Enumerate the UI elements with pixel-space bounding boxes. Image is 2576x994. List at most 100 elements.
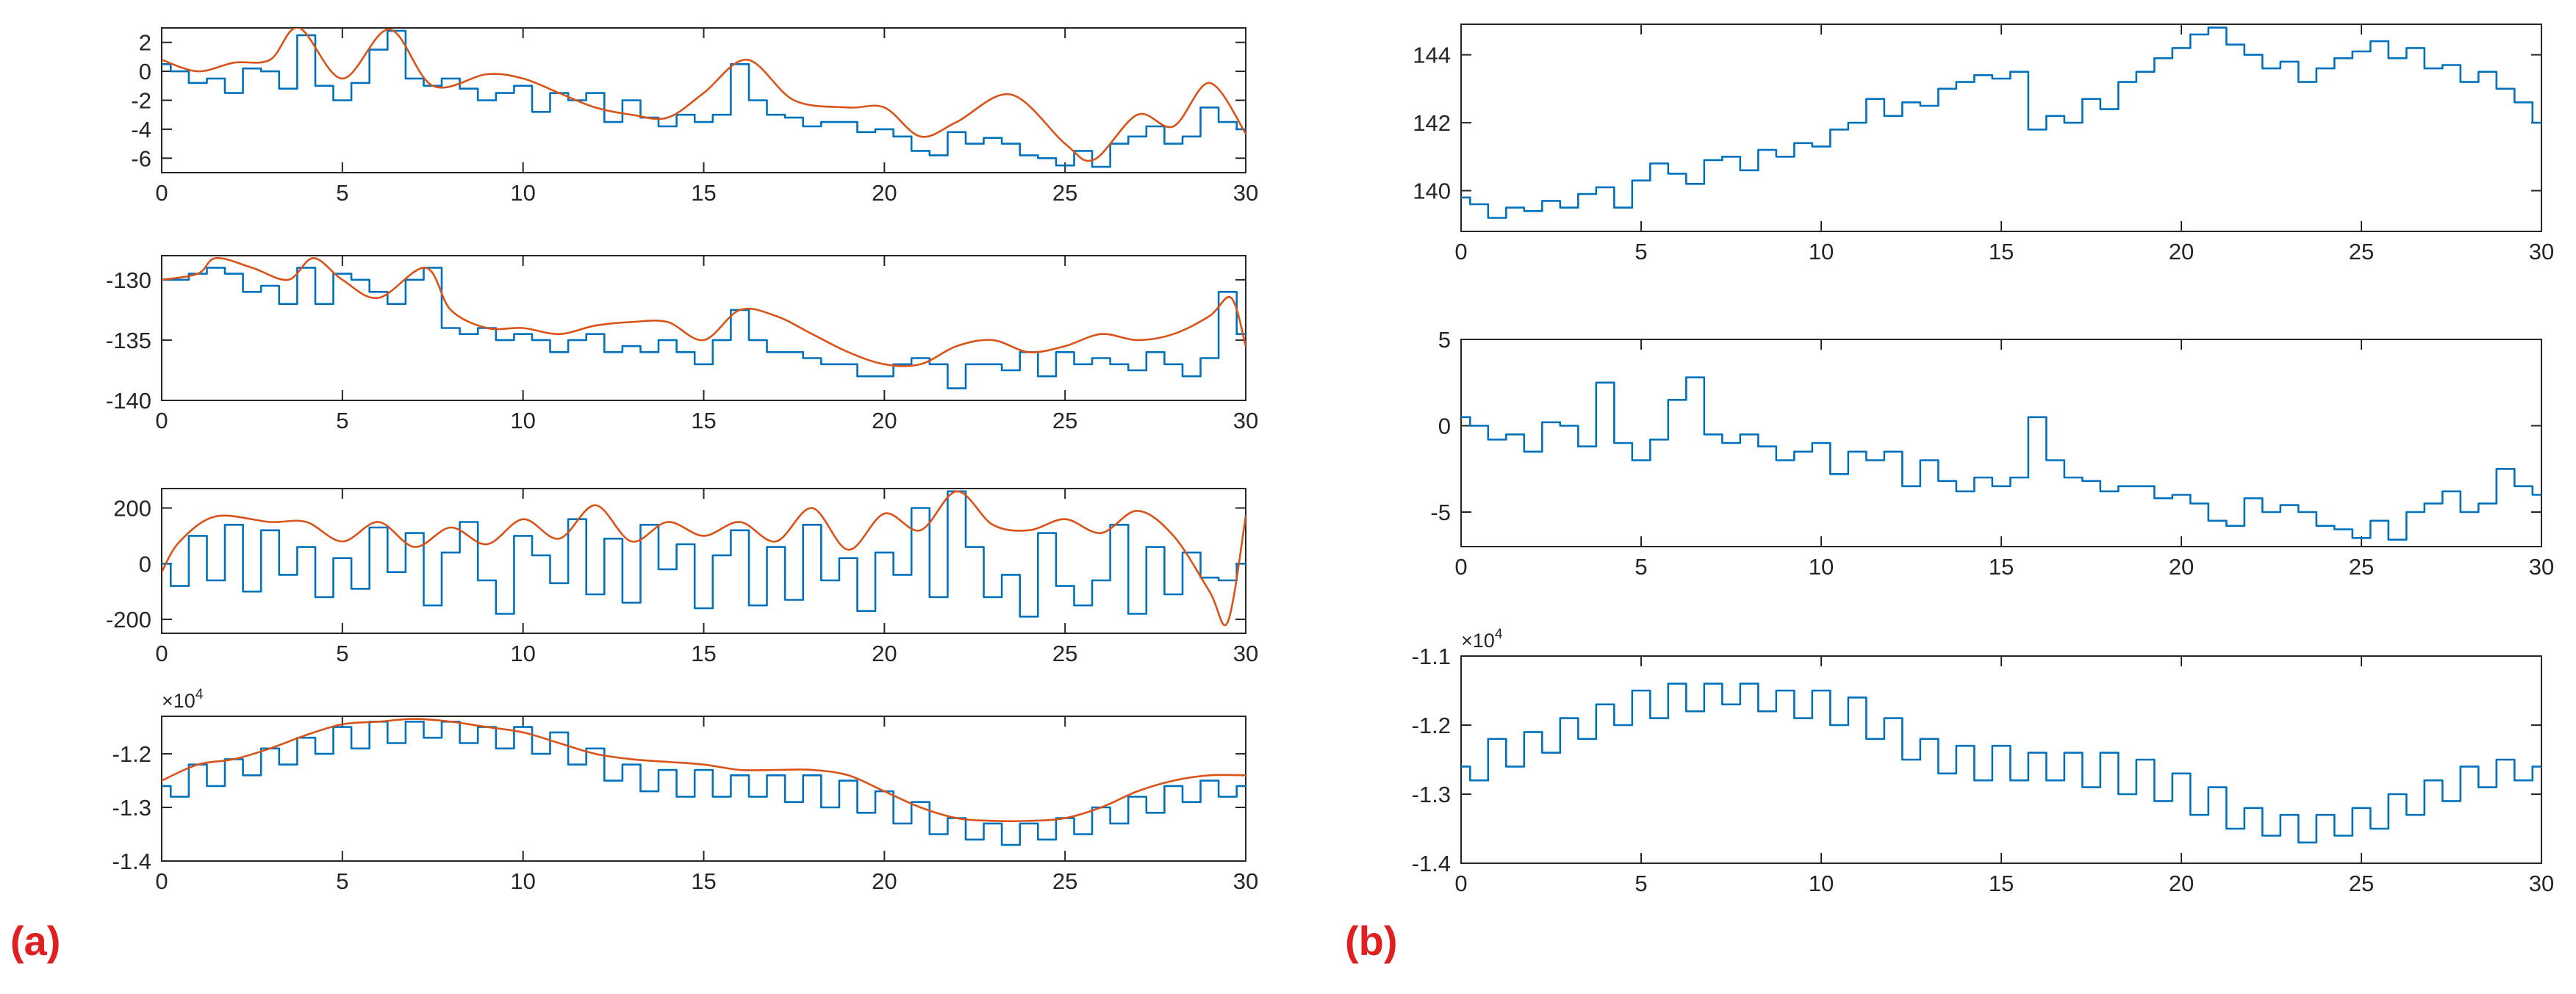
subplot-b3: 0 5 10 15 20 25 30 -1.1 -1.2 -1.3 -1.4 ×104 (1412, 627, 2555, 896)
series-signal-line (1461, 376, 2541, 541)
y-tick-label: -2 (131, 88, 151, 114)
subplot-a2: 0 5 10 15 20 25 30 -130 -135 -140 (106, 255, 1258, 433)
y-tick-label: 140 (1413, 179, 1451, 204)
axes-frame (161, 488, 1246, 634)
y-tick-label: 0 (139, 551, 151, 577)
y-tick-label: 142 (1413, 110, 1451, 136)
x-tick-label: 0 (1454, 239, 1467, 264)
subplot-a4: 0 5 10 15 20 25 30 -1.2 -1.3 -1.4 ×104 (112, 687, 1259, 894)
y-tick-label: 0 (1438, 414, 1451, 439)
x-tick-label: 20 (872, 180, 897, 206)
series-envelope-line (162, 256, 1246, 367)
x-tick-label: 15 (691, 408, 716, 433)
x-tick-label: 5 (336, 868, 348, 894)
y-tick-label: -1.4 (112, 849, 151, 874)
x-tick-label: 25 (2349, 239, 2374, 264)
series-envelope-line (162, 490, 1246, 627)
series-signal-line (1461, 683, 2541, 844)
x-tick-label: 10 (510, 180, 535, 206)
y-tick-label: 144 (1413, 43, 1451, 68)
panel-label-a: (a) (10, 918, 60, 964)
axes-frame (1460, 24, 2542, 232)
subplot-b1: 0 5 10 15 20 25 30 144 142 140 (1413, 24, 2554, 264)
x-tick-label: 30 (1233, 180, 1258, 206)
x-tick-label: 25 (2349, 554, 2374, 580)
x-tick-label: 5 (1635, 239, 1647, 264)
y-tick-label: -1.2 (1412, 713, 1451, 738)
x-tick-label: 25 (2349, 871, 2374, 896)
x-tick-label: 10 (1809, 871, 1834, 896)
x-tick-label: 5 (336, 641, 348, 666)
y-tick-label: -140 (106, 388, 151, 414)
y-tick-label: -1.1 (1412, 644, 1451, 669)
x-tick-label: 25 (1052, 408, 1077, 433)
y-tick-label: -1.3 (1412, 782, 1451, 807)
x-tick-label: 15 (1989, 554, 2014, 580)
y-tick-label: -4 (131, 117, 151, 143)
x-tick-label: 20 (872, 641, 897, 666)
y-tick-label: 5 (1438, 327, 1451, 353)
x-tick-label: 30 (2529, 239, 2554, 264)
x-tick-label: 20 (2169, 871, 2194, 896)
x-tick-label: 5 (336, 180, 348, 206)
x-tick-label: 25 (1052, 868, 1077, 894)
x-tick-label: 20 (872, 408, 897, 433)
x-tick-label: 25 (1052, 641, 1077, 666)
x-tick-label: 30 (1233, 641, 1258, 666)
x-tick-label: 25 (1052, 180, 1077, 206)
x-tick-label: 5 (1635, 554, 1647, 580)
series-envelope-line (162, 718, 1246, 823)
x-tick-label: 15 (1989, 239, 2014, 264)
y-tick-label: -1.2 (112, 741, 151, 767)
x-tick-label: 20 (872, 868, 897, 894)
subplot-b2: 0 5 10 15 20 25 30 5 0 -5 (1430, 327, 2554, 580)
series-envelope-line (162, 28, 1246, 162)
series-signal-line (162, 29, 1246, 168)
series-signal-line (1461, 26, 2541, 219)
x-tick-label: 30 (2529, 554, 2554, 580)
x-tick-label: 30 (1233, 868, 1258, 894)
y-tick-label: -200 (106, 607, 151, 633)
y-tick-label: -1.3 (112, 795, 151, 821)
x-tick-label: 20 (2169, 239, 2194, 264)
panel-label-b: (b) (1345, 918, 1398, 964)
x-tick-label: 0 (1454, 871, 1467, 896)
y-tick-label: 200 (113, 496, 151, 522)
x-tick-label: 20 (2169, 554, 2194, 580)
y-exponent-label: ×104 (162, 687, 204, 712)
x-tick-label: 15 (691, 641, 716, 666)
x-tick-label: 10 (510, 868, 535, 894)
x-tick-label: 0 (155, 641, 168, 666)
y-tick-label: -135 (106, 328, 151, 353)
x-tick-label: 10 (1809, 239, 1834, 264)
x-tick-label: 10 (1809, 554, 1834, 580)
x-tick-label: 10 (510, 641, 535, 666)
axes-frame (1460, 339, 2542, 547)
axes-frame (161, 716, 1246, 862)
x-tick-label: 0 (1454, 554, 1467, 580)
y-tick-label: -1.4 (1412, 851, 1451, 876)
series-signal-line (162, 490, 1246, 618)
x-tick-label: 15 (691, 868, 716, 894)
y-tick-label: -6 (131, 145, 151, 171)
y-exponent-label: ×104 (1461, 627, 1503, 652)
y-tick-label: -5 (1430, 500, 1451, 525)
series-signal-line (162, 267, 1246, 389)
y-tick-label: 0 (139, 59, 151, 84)
x-tick-label: 15 (1989, 871, 2014, 896)
x-tick-label: 0 (155, 180, 168, 206)
x-tick-label: 5 (1635, 871, 1647, 896)
x-tick-label: 5 (336, 408, 348, 433)
axes-frame (1460, 655, 2542, 864)
x-tick-label: 30 (2529, 871, 2554, 896)
y-tick-label: -130 (106, 267, 151, 293)
x-tick-label: 10 (510, 408, 535, 433)
x-tick-label: 15 (691, 180, 716, 206)
y-tick-label: 2 (139, 30, 151, 56)
x-tick-label: 30 (1233, 408, 1258, 433)
x-tick-label: 0 (155, 868, 168, 894)
